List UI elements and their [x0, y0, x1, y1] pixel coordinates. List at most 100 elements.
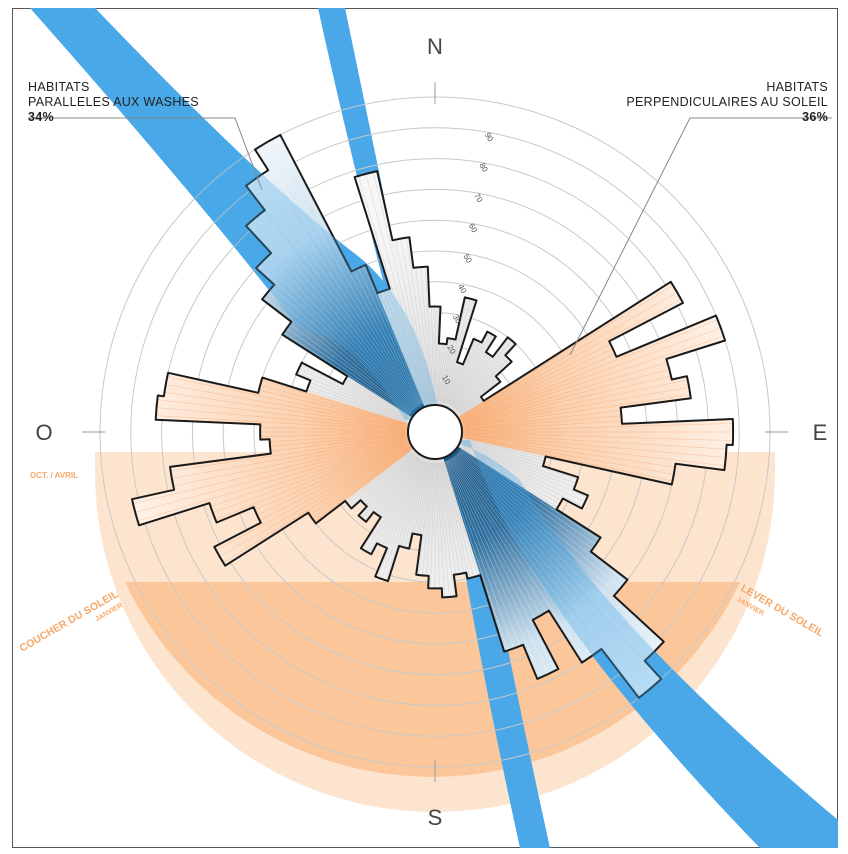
hatch-line	[435, 307, 439, 402]
hatch-line	[426, 462, 434, 575]
bar-sun-65	[458, 341, 617, 422]
bar-sun-245	[253, 442, 412, 523]
hatch-line	[362, 455, 416, 519]
hatch-line	[461, 285, 673, 416]
hatch-line	[449, 333, 489, 405]
hatch-line	[310, 448, 410, 515]
hatch-line	[262, 213, 416, 408]
chart-frame	[12, 8, 838, 848]
hatch-line	[257, 444, 407, 515]
hatch-line	[315, 450, 411, 522]
hatch-line	[276, 138, 421, 405]
hatch-line	[464, 440, 543, 465]
hatch-line	[451, 457, 585, 660]
hatch-line	[259, 147, 419, 406]
bar-neutral-205	[377, 455, 425, 548]
hatch-line	[425, 267, 434, 402]
hatch-line	[459, 450, 592, 549]
hatch-line	[261, 426, 405, 432]
bar-sun-85	[461, 407, 622, 431]
hatch-line	[465, 410, 620, 429]
hatch-line	[454, 341, 512, 409]
hatch-line	[462, 299, 681, 418]
oct-avril-label: OCT. / AVRIL	[30, 471, 78, 480]
hatch-line	[453, 356, 492, 408]
hatch-line	[465, 379, 687, 426]
hatch-line	[457, 361, 511, 411]
hatch-line	[156, 415, 405, 431]
hatch-line	[366, 454, 414, 505]
hatch-line	[465, 433, 726, 450]
bar-neutral-295	[296, 362, 412, 422]
hatch-line	[465, 437, 673, 475]
bar-wash-330	[255, 134, 423, 410]
annotation-right-line2: PERPENDICULAIRES AU SOLEIL	[626, 95, 828, 109]
hatch-line	[452, 457, 592, 656]
hatch-line	[174, 438, 405, 486]
hatch-line	[264, 297, 411, 413]
hatch-line	[459, 397, 481, 414]
hatch-line	[422, 462, 433, 575]
hatch-line	[420, 267, 433, 402]
hatch-line	[260, 445, 408, 520]
hatch-line	[465, 376, 671, 425]
bar-wash-145	[449, 453, 602, 663]
hatch-line	[400, 239, 430, 402]
hatch-line	[133, 439, 405, 504]
rose-outline	[131, 133, 735, 699]
annotation-right-line1: HABITATS	[766, 80, 828, 94]
hatch-line	[165, 392, 405, 428]
hatch-line	[375, 456, 417, 513]
hatch-line	[382, 460, 423, 545]
hatch-line	[365, 174, 428, 403]
hatch-line	[138, 440, 406, 521]
hatch-line	[463, 319, 717, 421]
hatch-line	[437, 462, 450, 597]
hatch-line	[463, 354, 615, 420]
hatch-line	[442, 299, 471, 403]
hatch-line	[287, 328, 410, 415]
ring-label: 40	[456, 283, 469, 296]
hatch-line	[441, 340, 455, 402]
bar-wash-125	[456, 446, 601, 552]
hatch-line	[257, 178, 418, 407]
hatch-line	[451, 353, 487, 407]
hatch-line	[385, 460, 423, 547]
hatch-line	[465, 394, 690, 428]
hatch-line	[261, 432, 405, 438]
hatch-line	[464, 442, 576, 484]
hatch-line	[464, 439, 544, 462]
hatch-line	[272, 287, 412, 412]
hatch-line	[447, 460, 548, 674]
hatch-line	[447, 341, 478, 404]
cardinal-south: S	[428, 805, 443, 830]
annotation-leaders	[28, 117, 832, 356]
hatch-line	[461, 447, 559, 504]
hatch-line	[444, 461, 508, 650]
hatch-line	[416, 462, 430, 534]
hatch-line	[406, 238, 431, 402]
hatch-line	[419, 462, 431, 534]
hatch-line	[358, 268, 423, 404]
hatch-line	[440, 339, 452, 402]
hatch-line	[465, 420, 621, 431]
annotation-left-value: 34%	[28, 110, 54, 124]
hatch-line	[385, 461, 426, 580]
leader-right	[569, 117, 832, 356]
hatch-line	[442, 462, 470, 578]
hatch-line	[463, 444, 585, 502]
annotation-right: HABITATS PERPENDICULAIRES AU SOLEIL 36%	[626, 80, 828, 125]
hatch-line	[172, 437, 405, 479]
hatch-line	[444, 363, 458, 403]
hatch-line	[431, 307, 435, 402]
bar-neutral-345	[354, 171, 430, 407]
hatch-line	[460, 400, 483, 416]
hatch-line	[354, 271, 422, 405]
hatch-line	[454, 456, 643, 695]
bar-sun-70	[459, 315, 726, 424]
hatch-line	[369, 459, 421, 553]
ring-label: 80	[477, 161, 490, 174]
hatch-line	[465, 434, 725, 458]
